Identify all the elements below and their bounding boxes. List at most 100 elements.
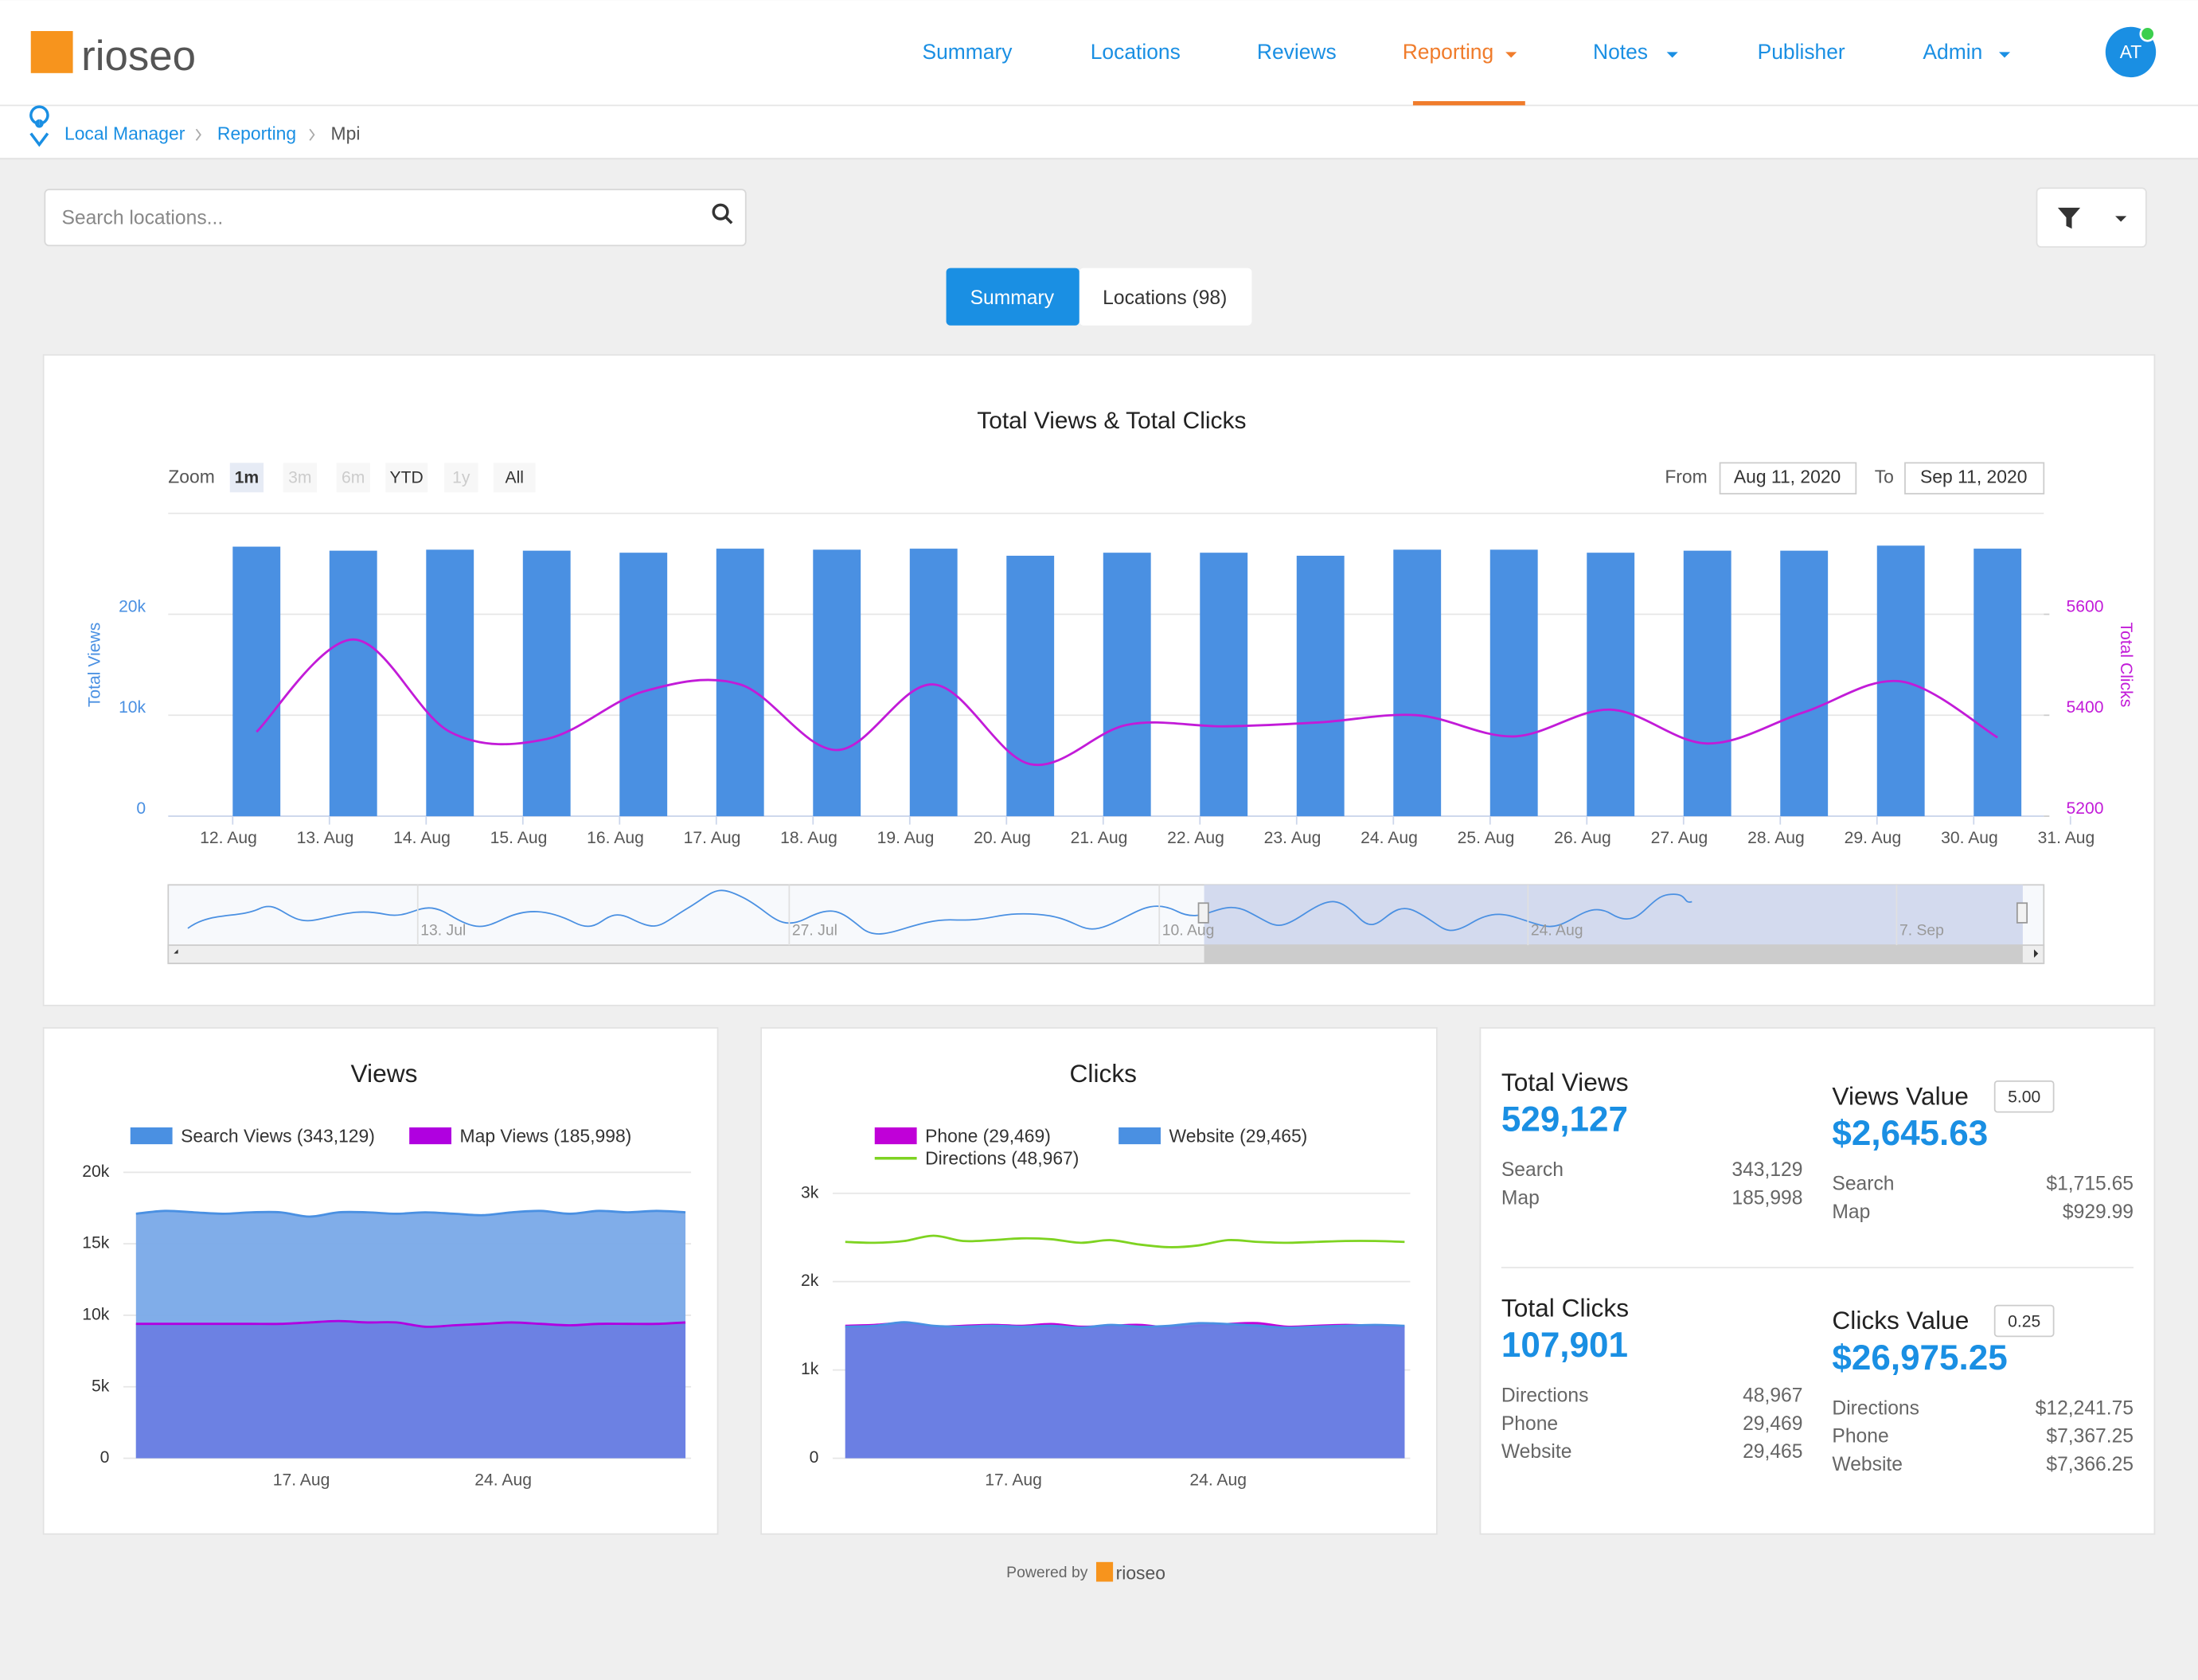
nav-item[interactable]: Reviews — [1257, 40, 1337, 64]
legend-swatch — [130, 1127, 173, 1145]
y2-tick-label: 5600 — [2066, 597, 2103, 615]
bar — [1780, 550, 1829, 817]
bar — [813, 549, 861, 817]
bar — [1974, 549, 2022, 817]
stat-row-label: Phone — [1832, 1426, 1888, 1448]
line — [135, 1209, 686, 1218]
legend-label: Directions (48,967) — [925, 1148, 1079, 1169]
date-input[interactable] — [1904, 462, 2045, 494]
x-tick-label: 13. Aug — [297, 829, 354, 847]
x-tick-label: 20. Aug — [974, 829, 1031, 847]
bar — [232, 546, 281, 817]
bar — [1393, 549, 1442, 817]
x-tick-label: 15. Aug — [490, 829, 548, 847]
caret — [1505, 52, 1517, 58]
x-tick-label: 29. Aug — [1845, 829, 1902, 847]
navigator-label: 13. Jul — [420, 922, 466, 940]
y-axis-title: Total Views — [85, 623, 103, 707]
nav-item[interactable]: Admin — [1923, 40, 1982, 64]
date-input[interactable] — [1719, 462, 1857, 494]
value-input[interactable] — [1993, 1304, 2055, 1338]
zoom-button-bg[interactable] — [493, 463, 536, 493]
x-tick-label: 22. Aug — [1167, 829, 1224, 847]
navigator-label: 7. Sep — [1899, 922, 1944, 940]
x-tick-label: 26. Aug — [1554, 829, 1611, 847]
filter-icon — [2057, 207, 2081, 229]
zoom-button-bg[interactable] — [336, 463, 370, 493]
stat-row-label: Map — [1832, 1201, 1870, 1223]
filter-button[interactable] — [2036, 187, 2147, 248]
separator — [195, 128, 201, 141]
legend-label: Phone (29,469) — [925, 1125, 1051, 1146]
y2-tick-label: 5400 — [2066, 698, 2103, 717]
stat-title: Views Value — [1832, 1081, 1968, 1110]
stat-row-label: Map — [1501, 1187, 1540, 1209]
x-tick-label: 14. Aug — [393, 829, 451, 847]
stat-row-label: Directions — [1501, 1385, 1589, 1407]
tab[interactable] — [1079, 268, 1252, 326]
tab-label: Locations (98) — [1103, 287, 1227, 309]
footer-logo: rioseo — [1116, 1563, 1165, 1584]
stat-title: Clicks Value — [1832, 1306, 1969, 1334]
zoom-button-bg[interactable] — [444, 463, 478, 493]
nav-item[interactable]: Summary — [922, 40, 1013, 64]
nav-item[interactable]: Reporting — [1403, 40, 1494, 64]
footer-logo-mark — [1095, 1561, 1114, 1582]
y2-tick-label: 5200 — [2066, 799, 2103, 818]
value-input[interactable] — [1993, 1080, 2055, 1113]
line — [845, 1234, 1405, 1248]
y2-axis-title: Total Clicks — [2117, 622, 2135, 707]
x-tick-label: 24. Aug — [474, 1471, 532, 1489]
area — [845, 1322, 1405, 1459]
bar — [1587, 553, 1635, 817]
bar — [619, 553, 668, 817]
zoom-button: 1y — [452, 468, 470, 486]
nav-item[interactable]: Publisher — [1758, 40, 1845, 64]
scrollbar-thumb[interactable] — [1204, 945, 2023, 963]
navigator-handle[interactable] — [1197, 902, 1209, 924]
stat-row-value: $12,241.75 — [2036, 1397, 2134, 1419]
x-tick-label: 18. Aug — [780, 829, 837, 847]
legend-label: Search Views (343,129) — [181, 1125, 375, 1146]
zoom-button: 6m — [342, 468, 365, 486]
stat-title: Total Views — [1501, 1068, 1629, 1096]
bar — [426, 549, 474, 817]
zoom-button: YTD — [390, 468, 424, 486]
zoom-button-bg[interactable] — [229, 463, 264, 493]
stat-value: 107,901 — [1501, 1326, 1628, 1365]
legend-label: Map Views (185,998) — [460, 1125, 632, 1146]
stat-value: 529,127 — [1501, 1100, 1628, 1139]
bar — [1103, 553, 1151, 817]
bar — [522, 550, 571, 817]
x-tick-label: 12. Aug — [200, 829, 257, 847]
header — [0, 0, 2198, 106]
zoom-button-bg[interactable] — [385, 463, 428, 493]
y-tick-label: 15k — [82, 1234, 109, 1252]
stat-row-value: 48,967 — [1743, 1385, 1802, 1407]
bar — [1683, 550, 1731, 817]
chart-title: Views — [350, 1059, 417, 1088]
chart-title: Total Views & Total Clicks — [977, 408, 1246, 434]
stat-value: $26,975.25 — [1832, 1338, 2007, 1377]
nav-item[interactable]: Locations — [1091, 40, 1181, 64]
y-tick-label: 2k — [801, 1272, 819, 1290]
navigator-label: 27. Jul — [792, 922, 837, 940]
breadcrumb-item[interactable]: Reporting — [217, 123, 296, 143]
breadcrumb-item[interactable]: Local Manager — [64, 123, 185, 143]
x-tick-label: 17. Aug — [273, 1471, 330, 1489]
search-box[interactable] — [44, 189, 747, 247]
nav-item[interactable]: Notes — [1593, 40, 1648, 64]
navigator-handle[interactable] — [2016, 902, 2028, 924]
tab-active[interactable] — [946, 268, 1079, 326]
status-dot — [2139, 25, 2156, 42]
zoom-button-bg[interactable] — [283, 463, 317, 493]
y-tick-label: 1k — [801, 1360, 819, 1378]
breadcrumb-item: Mpi — [331, 123, 361, 143]
logo: rioseo — [81, 33, 196, 80]
y-tick-label: 10k — [119, 698, 146, 717]
x-tick-label: 19. Aug — [877, 829, 935, 847]
search-placeholder: Search locations... — [61, 207, 223, 229]
avatar-initials: AT — [2120, 41, 2142, 62]
chart-title: Clicks — [1070, 1059, 1138, 1088]
